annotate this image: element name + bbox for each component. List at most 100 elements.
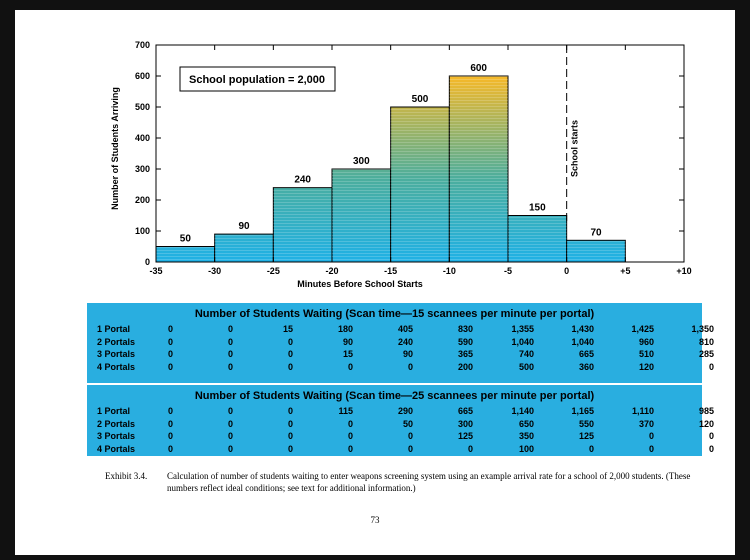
table-cell: 0 xyxy=(227,324,233,334)
row-label: 1 Portal xyxy=(97,406,131,416)
table-cell: 0 xyxy=(347,361,353,372)
table-cell: 0 xyxy=(407,361,413,372)
table-title: Number of Students Waiting (Scan time—25… xyxy=(194,390,595,402)
table-cell: 350 xyxy=(518,431,534,441)
table-cell: 240 xyxy=(397,336,413,347)
bar-value-label: 70 xyxy=(590,227,602,238)
table-cell: 1,110 xyxy=(631,406,654,416)
table-cell: 0 xyxy=(227,336,233,347)
table-cell: 0 xyxy=(407,443,413,454)
bar-value-label: 600 xyxy=(470,63,487,74)
table-cell: 100 xyxy=(518,443,534,454)
table-cell: 0 xyxy=(648,443,654,454)
bar-texture xyxy=(390,107,450,262)
bar-value-label: 150 xyxy=(529,203,546,214)
table-cell: 1,355 xyxy=(511,324,534,334)
table-cell: 0 xyxy=(467,443,473,454)
bar-value-label: 300 xyxy=(353,156,370,167)
table-cell: 0 xyxy=(287,406,293,416)
table-cell: 810 xyxy=(698,336,714,347)
y-tick-label: 700 xyxy=(135,40,150,50)
table-cell: 0 xyxy=(407,431,413,441)
bar-texture xyxy=(566,240,626,262)
bar-texture xyxy=(449,76,508,262)
row-label: 1 Portal xyxy=(97,324,131,334)
table-cell: 500 xyxy=(518,361,534,372)
table-cell: 180 xyxy=(337,324,353,334)
x-tick-label: +10 xyxy=(676,266,691,276)
caption-label: Exhibit 3.4. xyxy=(105,471,148,481)
table-row: 1 Portal 0 0 15 180 405 830 1,355 1,430 1,425 1,35… xyxy=(87,324,714,336)
table-cell: 50 xyxy=(402,418,413,429)
table-cell: 510 xyxy=(638,349,654,359)
table-cell: 0 xyxy=(167,431,173,441)
row-label: 4 Portals xyxy=(97,443,136,454)
x-tick-label: -30 xyxy=(208,266,221,276)
table-cell: 285 xyxy=(698,349,714,359)
table-cell: 0 xyxy=(227,349,233,359)
table-cell: 740 xyxy=(518,349,534,359)
table-cell: 90 xyxy=(402,349,413,359)
table-cell: 0 xyxy=(588,443,594,454)
table-cell: 125 xyxy=(578,431,594,441)
y-tick-label: 200 xyxy=(135,195,150,205)
table-row: 2 Portals 0 0 0 90 240 590 1,040 1,040 960 810 xyxy=(87,336,714,349)
y-tick-label: 100 xyxy=(135,226,150,236)
arrival-histogram: 5090240300500600150700100200300400500600… xyxy=(110,40,692,289)
bar-texture xyxy=(332,169,391,262)
row-label: 3 Portals xyxy=(97,349,136,359)
table-cell: 830 xyxy=(457,324,473,334)
y-axis-label: Number of Students Arriving xyxy=(110,87,120,210)
y-tick-label: 0 xyxy=(145,257,150,267)
table-cell: 590 xyxy=(457,336,473,347)
table-cell: 90 xyxy=(342,336,353,347)
bar-value-label: 50 xyxy=(180,234,192,245)
table-cell: 0 xyxy=(347,418,353,429)
document-page: 50 90 240 300 500 600 150 70 0 100 200 300 400 500 600… xyxy=(15,10,735,555)
table-row: 2 Portals 0 0 0 0 50 300 650 550 370 120 xyxy=(87,418,714,431)
table-cell: 0 xyxy=(287,443,293,454)
waiting-table-15: Number of Students Waiting (Scan time—15… xyxy=(87,303,714,383)
table-cell: 0 xyxy=(708,361,714,372)
x-tick-label: 0 xyxy=(564,266,569,276)
y-tick-label: 300 xyxy=(135,164,150,174)
row-label: 2 Portals xyxy=(97,418,136,429)
table-cell: 200 xyxy=(457,361,473,372)
table-cell: 1,165 xyxy=(571,406,594,416)
y-tick-label: 600 xyxy=(135,71,150,81)
bar-value-label: 240 xyxy=(294,175,311,186)
table-cell: 1,430 xyxy=(571,324,594,334)
table-cell: 0 xyxy=(287,431,293,441)
row-label: 2 Portals xyxy=(97,336,136,347)
page-number: 73 xyxy=(370,515,380,525)
waiting-table-25: Number of Students Waiting (Scan time—25… xyxy=(87,385,714,456)
x-tick-label: -20 xyxy=(325,266,338,276)
x-tick-label: -35 xyxy=(149,266,162,276)
table-cell: 370 xyxy=(638,418,654,429)
x-tick-label: -5 xyxy=(504,266,512,276)
table-cell: 0 xyxy=(287,418,293,429)
x-tick-label: -15 xyxy=(384,266,397,276)
table-row: 3 Portals 0 0 0 15 90 365 740 665 510 285 xyxy=(87,349,714,361)
x-axis-label: Minutes Before School Starts xyxy=(297,279,423,289)
table-cell: 0 xyxy=(167,406,173,416)
table-cell: 1,040 xyxy=(511,336,534,347)
row-label: 4 Portals xyxy=(97,361,136,372)
table-cell: 0 xyxy=(708,443,714,454)
table-cell: 985 xyxy=(698,406,714,416)
table-divider xyxy=(87,383,702,385)
bar-texture xyxy=(156,246,215,262)
annotation-text: School population = 2,000 xyxy=(189,74,325,86)
caption-text: Calculation of number of students waitin… xyxy=(167,471,691,493)
bar-texture xyxy=(214,234,274,262)
row-label: 3 Portals xyxy=(97,431,136,441)
table-cell: 0 xyxy=(167,324,173,334)
table-cell: 960 xyxy=(638,336,654,347)
y-tick-label: 500 xyxy=(135,102,150,112)
bar-value-label: 500 xyxy=(412,94,429,105)
table-cell: 0 xyxy=(287,336,293,347)
table-cell: 665 xyxy=(578,349,594,359)
table-cell: 125 xyxy=(457,431,473,441)
table-cell: 300 xyxy=(457,418,473,429)
table-cell: 120 xyxy=(698,418,714,429)
